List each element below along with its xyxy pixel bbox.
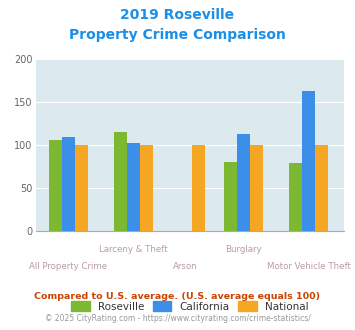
Bar [302, 91, 315, 231]
Text: 2019 Roseville: 2019 Roseville [120, 8, 235, 22]
Bar [114, 132, 126, 231]
Text: Motor Vehicle Theft: Motor Vehicle Theft [267, 262, 350, 271]
Bar [140, 145, 153, 231]
Bar [61, 137, 75, 231]
Bar [75, 145, 88, 231]
Bar [250, 145, 263, 231]
Text: Burglary: Burglary [225, 245, 262, 254]
Bar [237, 134, 250, 231]
Bar [126, 143, 140, 231]
Text: Compared to U.S. average. (U.S. average equals 100): Compared to U.S. average. (U.S. average … [34, 292, 321, 301]
Bar [224, 162, 237, 231]
Bar [49, 140, 61, 231]
Bar [192, 145, 204, 231]
Text: © 2025 CityRating.com - https://www.cityrating.com/crime-statistics/: © 2025 CityRating.com - https://www.city… [45, 314, 310, 323]
Bar [289, 163, 302, 231]
Text: All Property Crime: All Property Crime [29, 262, 107, 271]
Text: Arson: Arson [173, 262, 197, 271]
Legend: Roseville, California, National: Roseville, California, National [71, 301, 309, 312]
Bar [315, 145, 328, 231]
Text: Property Crime Comparison: Property Crime Comparison [69, 28, 286, 42]
Text: Larceny & Theft: Larceny & Theft [99, 245, 167, 254]
